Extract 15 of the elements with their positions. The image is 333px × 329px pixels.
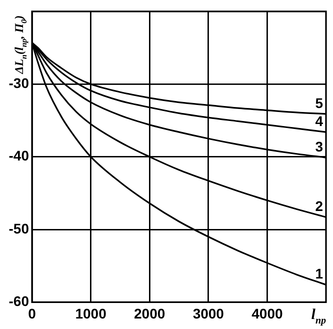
- series-label: 1: [315, 266, 324, 282]
- series-label: 5: [315, 94, 324, 111]
- x-tick-label: 4000: [252, 305, 283, 322]
- series-label: 4: [315, 112, 324, 129]
- x-tick-label: 0: [28, 305, 36, 322]
- y-tick-label: -50: [8, 220, 30, 236]
- x-tick-label: 3000: [192, 305, 224, 322]
- series-label: 3: [315, 138, 324, 154]
- x-tick-label: 1000: [75, 305, 107, 322]
- x-tick-label: 2000: [134, 305, 166, 322]
- y-axis-title: ΔLп(lпр, П0): [12, 15, 29, 75]
- y-tick-label: -40: [8, 148, 30, 164]
- y-tick-label: -30: [8, 74, 30, 91]
- series-label: 2: [315, 198, 324, 214]
- y-tick-label: -60: [8, 293, 30, 310]
